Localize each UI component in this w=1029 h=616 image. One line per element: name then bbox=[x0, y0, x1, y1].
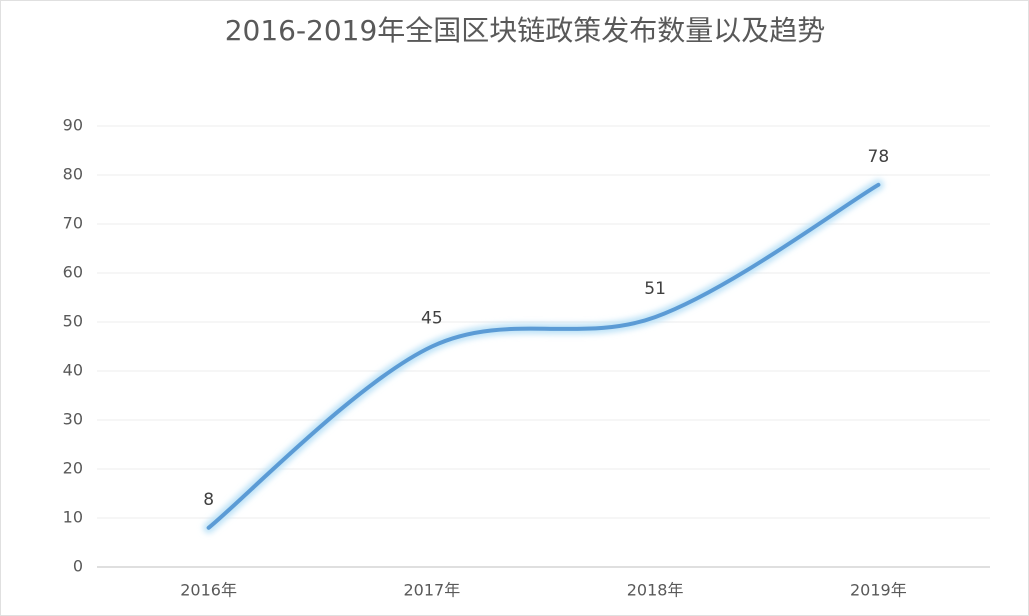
y-tick-label: 40 bbox=[63, 361, 83, 380]
y-tick-label: 90 bbox=[63, 116, 83, 135]
y-tick-label: 30 bbox=[63, 410, 83, 429]
x-tick-label: 2019年 bbox=[850, 581, 907, 600]
y-tick-label: 20 bbox=[63, 459, 83, 478]
data-label: 78 bbox=[868, 147, 890, 167]
y-tick-label: 10 bbox=[63, 508, 83, 527]
y-tick-label: 60 bbox=[63, 263, 83, 282]
chart-title: 2016-2019年全国区块链政策发布数量以及趋势 bbox=[225, 14, 826, 47]
data-label: 8 bbox=[203, 490, 214, 510]
line bbox=[206, 182, 881, 530]
y-tick-label: 80 bbox=[63, 165, 83, 184]
x-tick-label: 2018年 bbox=[627, 581, 684, 600]
x-tick-label: 2016年 bbox=[180, 581, 237, 600]
y-tick-label: 70 bbox=[63, 214, 83, 233]
data-label: 45 bbox=[421, 309, 443, 329]
x-tick-label: 2017年 bbox=[404, 581, 461, 600]
y-tick-label: 50 bbox=[63, 312, 83, 331]
data-label: 51 bbox=[644, 279, 666, 299]
y-tick-label: 0 bbox=[73, 557, 83, 576]
